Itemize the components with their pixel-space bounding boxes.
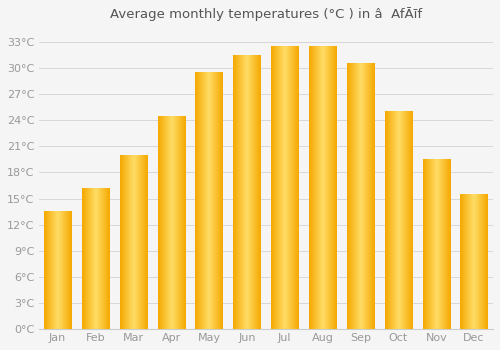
Title: Average monthly temperatures (°C ) in â  AfĀīf: Average monthly temperatures (°C ) in â …	[110, 7, 422, 21]
